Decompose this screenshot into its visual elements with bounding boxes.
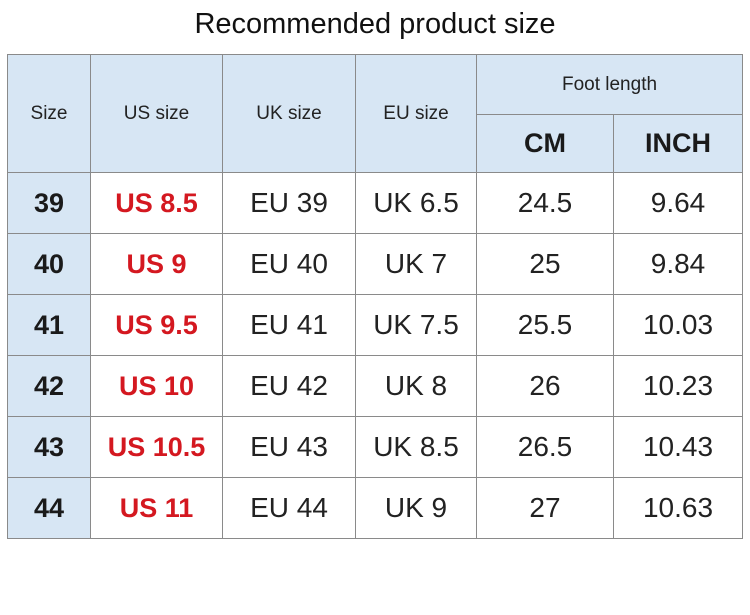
table-header-row: Size US size UK size EU size Foot length: [7, 54, 744, 173]
header-size: Size: [7, 54, 91, 173]
table-row: 42 US 10 EU 42 UK 8 26 10.23: [7, 355, 744, 417]
table-row: 39 US 8.5 EU 39 UK 6.5 24.5 9.64: [7, 172, 744, 234]
table-subheader-row: CM INCH: [8, 114, 744, 173]
cell-us-size: US 10: [90, 355, 223, 417]
cell-uk-label: UK 7: [355, 233, 477, 295]
cell-us-size: US 9: [90, 233, 223, 295]
header-uk-size: UK size: [222, 54, 356, 173]
header-cm: CM: [476, 114, 614, 173]
cell-eu-label: EU 43: [222, 416, 356, 478]
cell-eu-label: EU 39: [222, 172, 356, 234]
table-row: 41 US 9.5 EU 41 UK 7.5 25.5 10.03: [7, 294, 744, 356]
cell-size: 42: [7, 355, 91, 417]
cell-size: 39: [7, 172, 91, 234]
cell-cm: 25: [476, 233, 614, 295]
cell-inch: 10.43: [612, 416, 744, 478]
cell-cm: 26.5: [476, 416, 614, 478]
cell-size: 41: [7, 294, 91, 356]
table-row: 44 US 11 EU 44 UK 9 27 10.63: [7, 477, 744, 539]
cell-us-size: US 8.5: [90, 172, 223, 234]
header-foot-length: Foot length: [475, 54, 744, 115]
cell-eu-label: EU 42: [222, 355, 356, 417]
cell-uk-label: UK 7.5: [355, 294, 477, 356]
cell-us-size: US 9.5: [90, 294, 223, 356]
cell-uk-label: UK 8: [355, 355, 477, 417]
page-title: Recommended product size: [194, 8, 556, 40]
header-inch: INCH: [612, 114, 744, 173]
cell-uk-label: UK 8.5: [355, 416, 477, 478]
cell-eu-label: EU 40: [222, 233, 356, 295]
cell-cm: 25.5: [476, 294, 614, 356]
header-eu-size: EU size: [355, 54, 477, 173]
cell-uk-label: UK 9: [355, 477, 477, 539]
cell-cm: 26: [476, 355, 614, 417]
header-us-size: US size: [90, 54, 223, 173]
cell-size: 40: [7, 233, 91, 295]
cell-inch: 10.23: [612, 355, 744, 417]
cell-uk-label: UK 6.5: [355, 172, 477, 234]
cell-eu-label: EU 41: [222, 294, 356, 356]
size-chart-table: Size US size UK size EU size Foot length…: [7, 54, 744, 539]
cell-size: 43: [7, 416, 91, 478]
table-row: 43 US 10.5 EU 43 UK 8.5 26.5 10.43: [7, 416, 744, 478]
cell-us-size: US 10.5: [90, 416, 223, 478]
cell-cm: 27: [476, 477, 614, 539]
cell-inch: 9.64: [612, 172, 744, 234]
cell-eu-label: EU 44: [222, 477, 356, 539]
cell-cm: 24.5: [476, 172, 614, 234]
cell-us-size: US 11: [90, 477, 223, 539]
cell-inch: 9.84: [612, 233, 744, 295]
cell-size: 44: [7, 477, 91, 539]
cell-inch: 10.63: [612, 477, 744, 539]
cell-inch: 10.03: [612, 294, 744, 356]
table-row: 40 US 9 EU 40 UK 7 25 9.84: [7, 233, 744, 295]
